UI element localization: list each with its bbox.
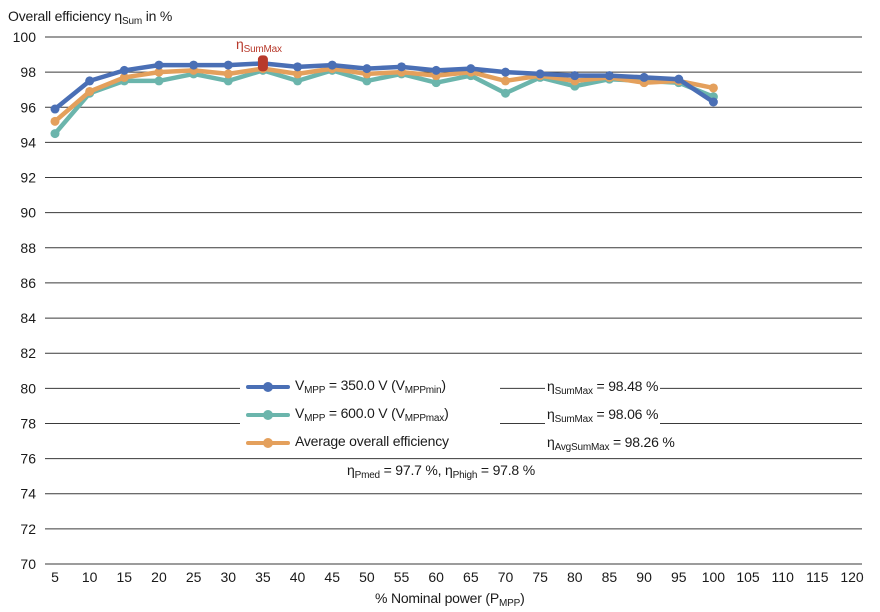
y-axis-label: Overall efficiency ηSum in % [8, 8, 173, 27]
series-line-0 [52, 61, 716, 112]
data-point [431, 78, 441, 88]
legend: VMPP = 350.0 V (VMPPmin) VMPP = 600.0 V … [240, 373, 500, 457]
series-line-1 [52, 68, 716, 136]
data-point [50, 104, 60, 114]
data-point [50, 116, 60, 126]
legend-label: Average overall efficiency [295, 433, 449, 449]
data-point [293, 69, 303, 79]
legend-label: VMPP = 600.0 V (VMPPmax) [295, 405, 449, 424]
data-point [362, 76, 372, 86]
x-tick-label: 105 [736, 569, 760, 585]
data-point [293, 76, 303, 86]
y-tick-label: 90 [20, 205, 36, 221]
annotation-pmed-phigh: ηPmed = 97.7 %, ηPhigh = 97.8 % [345, 462, 537, 481]
x-tick-label: 15 [117, 569, 133, 585]
data-point [397, 62, 407, 72]
x-tick-label: 60 [428, 569, 444, 585]
data-point [154, 76, 164, 86]
y-tick-label: 88 [20, 240, 36, 256]
y-tick-label: 80 [20, 380, 36, 396]
data-point [674, 74, 684, 84]
x-tick-label: 80 [567, 569, 583, 585]
data-point [119, 65, 129, 75]
data-point [223, 69, 233, 79]
x-tick-label: 10 [82, 569, 98, 585]
x-tick-label: 40 [290, 569, 306, 585]
data-point [500, 76, 510, 86]
data-point [223, 60, 233, 70]
y-tick-label: 78 [20, 415, 36, 431]
x-tick-label: 25 [186, 569, 202, 585]
legend-marker [246, 410, 290, 420]
peak-marker [257, 55, 268, 72]
legend-item-average: Average overall efficiency [240, 429, 500, 457]
x-axis-label: % Nominal power (PMPP) [375, 590, 525, 609]
x-tick-label: 5 [51, 569, 59, 585]
y-tick-label: 74 [20, 486, 36, 502]
legend-marker [246, 438, 290, 448]
x-tick-label: 120 [840, 569, 864, 585]
y-tick-label: 84 [20, 310, 36, 326]
x-tick-label: 35 [255, 569, 271, 585]
data-point [154, 67, 164, 77]
data-point [708, 83, 718, 93]
x-tick-label: 50 [359, 569, 375, 585]
y-tick-label: 86 [20, 275, 36, 291]
legend-label: VMPP = 350.0 V (VMPPmin) [295, 377, 446, 396]
x-tick-label: 115 [806, 569, 829, 585]
x-tick-label: 85 [602, 569, 618, 585]
annotation-avg-sum-max: ηAvgSumMax = 98.26 % [545, 434, 677, 453]
data-point [708, 97, 718, 107]
x-tick-label: 20 [151, 569, 167, 585]
x-tick-label: 70 [498, 569, 514, 585]
legend-item-vmpp-350: VMPP = 350.0 V (VMPPmin) [240, 373, 500, 401]
legend-item-vmpp-600: VMPP = 600.0 V (VMPPmax) [240, 401, 500, 429]
data-point [85, 76, 95, 86]
y-tick-label: 76 [20, 451, 36, 467]
data-point [119, 72, 129, 82]
series-line-2 [52, 66, 716, 124]
y-tick-label: 94 [20, 134, 36, 150]
data-point [223, 76, 233, 86]
y-tick-label: 82 [20, 345, 36, 361]
data-point [570, 71, 580, 81]
y-tick-label: 92 [20, 170, 36, 186]
x-tick-label: 30 [220, 569, 236, 585]
x-tick-label: 90 [636, 569, 652, 585]
data-point [500, 67, 510, 77]
data-point [362, 64, 372, 74]
data-point [50, 129, 60, 139]
y-tick-label: 70 [20, 556, 36, 572]
legend-marker [246, 382, 290, 392]
data-point [154, 60, 164, 70]
y-tick-label: 98 [20, 64, 36, 80]
data-point [500, 88, 510, 98]
x-tick-label: 110 [772, 569, 795, 585]
x-tick-label: 65 [463, 569, 479, 585]
data-point [327, 60, 337, 70]
annotation-sum-max-600: ηSumMax = 98.06 % [545, 406, 661, 425]
data-point [639, 72, 649, 82]
y-tick-label: 72 [20, 521, 36, 537]
data-point [535, 69, 545, 79]
data-point [431, 65, 441, 75]
x-tick-label: 45 [324, 569, 340, 585]
data-point [189, 60, 199, 70]
peak-label: ηSumMax [236, 36, 282, 55]
data-point [85, 86, 95, 96]
annotation-sum-max-350: ηSumMax = 98.48 % [545, 378, 661, 397]
data-point [466, 64, 476, 74]
y-tick-label: 96 [20, 99, 36, 115]
y-tick-label: 100 [13, 29, 37, 45]
x-tick-label: 100 [702, 569, 726, 585]
data-point [293, 62, 303, 72]
data-point [604, 71, 614, 81]
x-tick-label: 75 [532, 569, 548, 585]
x-tick-label: 55 [394, 569, 410, 585]
x-tick-label: 95 [671, 569, 687, 585]
